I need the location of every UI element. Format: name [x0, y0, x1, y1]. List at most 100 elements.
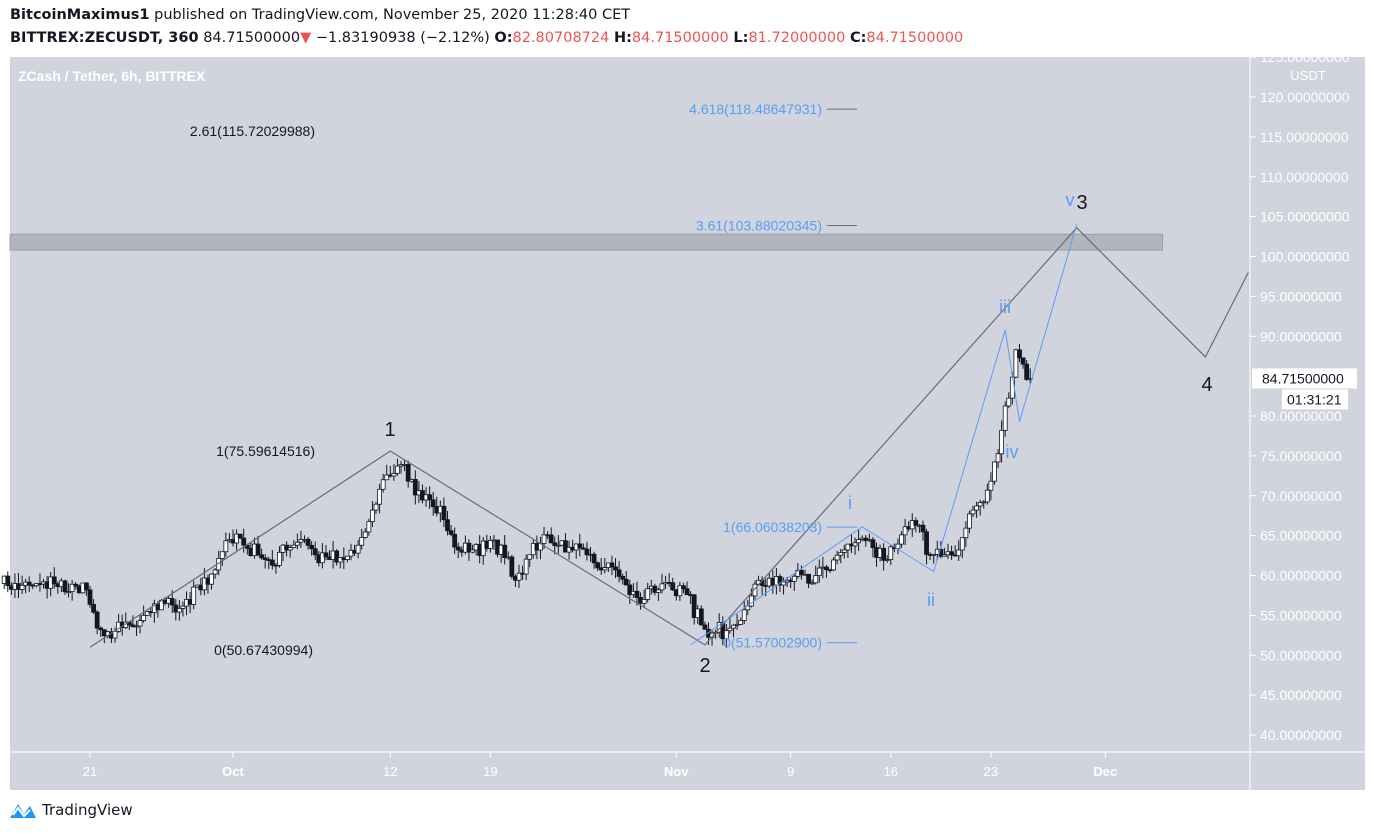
- candle: [781, 577, 786, 595]
- candle: [677, 581, 683, 602]
- candle: [180, 601, 186, 617]
- candle-body: [809, 582, 815, 585]
- candle: [949, 545, 954, 560]
- candle-body: [1020, 357, 1026, 365]
- candle-body: [62, 580, 68, 593]
- candle: [1024, 360, 1030, 381]
- candle-body: [602, 567, 608, 571]
- candle: [734, 614, 740, 630]
- candle: [913, 517, 919, 533]
- candle: [659, 573, 665, 594]
- candle: [584, 541, 590, 561]
- candle: [391, 464, 397, 481]
- candle: [209, 573, 214, 590]
- author[interactable]: BitcoinMaximus1: [10, 7, 150, 23]
- candle-body: [169, 598, 175, 606]
- candle: [577, 533, 583, 557]
- candle-body: [380, 479, 386, 490]
- candle: [312, 541, 318, 560]
- candle-body: [920, 524, 926, 533]
- x-tick-label: Oct: [222, 764, 244, 779]
- last-price: 84.71500000: [203, 30, 301, 46]
- candle-body: [291, 544, 297, 548]
- candle: [487, 536, 493, 553]
- candle: [992, 461, 997, 485]
- candle-body: [748, 595, 754, 607]
- y-tick-label: 70.00000000: [1260, 488, 1342, 504]
- countdown-box: [1282, 389, 1348, 410]
- candle-body: [813, 575, 819, 584]
- candle: [970, 505, 976, 518]
- fib-label: 1(66.06038203): [723, 519, 822, 535]
- candle-body: [377, 488, 382, 505]
- candle: [430, 491, 436, 516]
- candle: [294, 533, 300, 550]
- candle: [355, 539, 361, 559]
- candle-body: [741, 609, 747, 621]
- candle: [977, 499, 983, 516]
- candle-body: [881, 547, 887, 561]
- candle-body: [19, 584, 25, 590]
- candle: [748, 588, 754, 608]
- candle-body: [691, 594, 697, 618]
- candle-body: [269, 559, 275, 566]
- wave-label-1: 1: [384, 419, 395, 441]
- candle-body: [677, 585, 683, 597]
- last-price-label: 84.71500000: [1262, 370, 1344, 386]
- brand-name[interactable]: TradingView: [42, 801, 133, 819]
- candle-body: [355, 544, 361, 554]
- candle-body: [970, 509, 976, 515]
- low-value: 81.72000000: [748, 30, 846, 46]
- wave-label-2: 2: [699, 655, 710, 677]
- subwave-label-v: v: [1066, 190, 1075, 210]
- candle-body: [391, 472, 397, 477]
- candle-body: [137, 620, 143, 627]
- candle-body: [523, 558, 529, 575]
- candle-body: [902, 526, 908, 536]
- candle-body: [563, 540, 568, 553]
- candle: [1017, 343, 1022, 362]
- candle: [884, 555, 890, 563]
- resistance-zone: [9, 233, 1163, 251]
- candle: [62, 579, 68, 595]
- candle-body: [395, 465, 400, 474]
- candle: [412, 470, 418, 505]
- y-tick-label: 60.00000000: [1260, 568, 1342, 584]
- candle: [731, 624, 736, 638]
- candle: [727, 618, 733, 634]
- candle: [831, 557, 836, 572]
- candle: [595, 561, 601, 571]
- candle-body: [509, 556, 515, 577]
- candle: [634, 581, 640, 606]
- candle: [98, 626, 104, 637]
- candle: [212, 568, 218, 579]
- candle-body: [999, 429, 1005, 455]
- y-tick-label: 75.00000000: [1260, 448, 1342, 464]
- candle-body: [5, 575, 11, 587]
- candle: [580, 543, 586, 550]
- y-tick-label: 110.00000000: [1260, 169, 1349, 185]
- candle: [176, 600, 182, 621]
- y-tick-label: 45.00000000: [1260, 687, 1342, 703]
- candle-body: [527, 554, 533, 560]
- candle: [19, 575, 25, 595]
- candle-body: [255, 543, 261, 556]
- candle-body: [223, 540, 229, 553]
- candle-body: [144, 611, 150, 616]
- candle: [259, 548, 265, 560]
- candle: [698, 605, 704, 626]
- x-tick-label: 23: [984, 764, 998, 779]
- candle-body: [845, 543, 851, 551]
- candle-body: [799, 569, 804, 576]
- candle-body: [176, 608, 182, 613]
- candle: [527, 554, 533, 568]
- candle-body: [834, 554, 840, 561]
- wave-label-4: 4: [1201, 374, 1212, 396]
- candle-body: [656, 589, 661, 593]
- candle-body: [262, 557, 268, 560]
- candle-body: [824, 566, 829, 571]
- last-price-box: [1252, 368, 1357, 389]
- candle-body: [884, 559, 890, 561]
- candle-body: [237, 533, 243, 539]
